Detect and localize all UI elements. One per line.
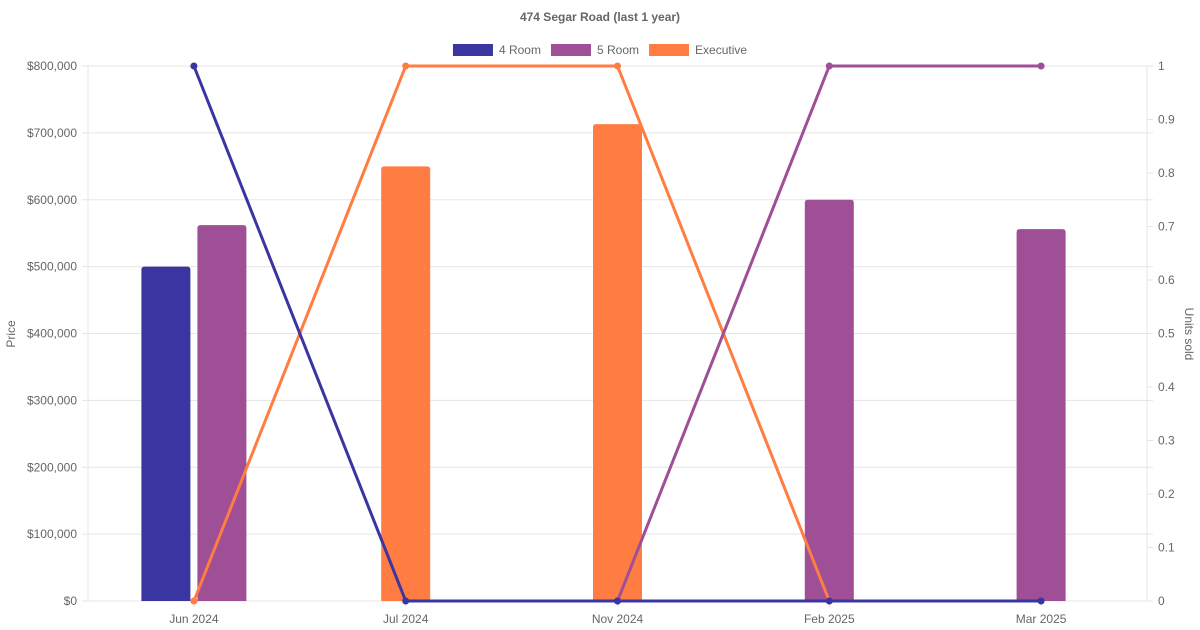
bar-executive[interactable] bbox=[593, 124, 642, 602]
x-tick-label: Mar 2025 bbox=[1016, 612, 1067, 626]
right-tick-label: 0.9 bbox=[1158, 113, 1175, 127]
right-y-axis: 0 0.1 0.2 0.3 0.4 0.5 0.6 0.7 0.8 0.9 1 bbox=[1147, 59, 1175, 608]
legend-swatch bbox=[649, 44, 690, 56]
left-tick-label: $600,000 bbox=[27, 193, 77, 207]
point-executive[interactable] bbox=[402, 62, 410, 70]
point-4-room[interactable] bbox=[1037, 597, 1045, 605]
point-4-room[interactable] bbox=[402, 597, 410, 605]
bars bbox=[141, 124, 1066, 602]
chart-title: 474 Segar Road (last 1 year) bbox=[520, 10, 680, 24]
left-tick-label: $100,000 bbox=[27, 527, 77, 541]
bar-5-room[interactable] bbox=[1016, 229, 1066, 602]
point-5-room[interactable] bbox=[825, 62, 833, 70]
x-tick-label: Feb 2025 bbox=[804, 612, 855, 626]
right-tick-label: 0.4 bbox=[1158, 380, 1175, 394]
point-executive[interactable] bbox=[614, 62, 621, 70]
point-4-room[interactable] bbox=[825, 597, 833, 605]
legend-label: Executive bbox=[695, 43, 747, 57]
legend: 4 Room 5 Room Executive bbox=[452, 43, 747, 57]
legend-label: 5 Room bbox=[597, 43, 639, 57]
right-tick-label: 1 bbox=[1158, 59, 1165, 73]
left-axis-title: Price bbox=[4, 320, 18, 348]
point-5-room[interactable] bbox=[1037, 62, 1045, 70]
right-tick-label: 0.5 bbox=[1158, 327, 1175, 341]
right-tick-label: 0.1 bbox=[1158, 541, 1175, 555]
x-tick-label: Jun 2024 bbox=[169, 612, 219, 626]
right-axis-title: Units sold bbox=[1182, 308, 1196, 361]
legend-swatch bbox=[452, 44, 493, 56]
legend-swatch bbox=[550, 44, 591, 56]
x-tick-label: Jul 2024 bbox=[383, 612, 429, 626]
left-tick-label: $800,000 bbox=[27, 59, 77, 73]
legend-item-4-room[interactable]: 4 Room bbox=[452, 43, 541, 57]
legend-label: 4 Room bbox=[499, 43, 541, 57]
right-tick-label: 0.8 bbox=[1158, 166, 1175, 180]
right-tick-label: 0.6 bbox=[1158, 273, 1175, 287]
bar-4-room[interactable] bbox=[141, 266, 191, 601]
right-tick-label: 0.7 bbox=[1158, 220, 1175, 234]
bar-5-room[interactable] bbox=[804, 199, 854, 601]
bar-executive[interactable] bbox=[381, 166, 431, 601]
x-axis: Jun 2024 Jul 2024 Nov 2024 Feb 2025 Mar 2025 bbox=[169, 601, 1067, 626]
lines bbox=[190, 62, 1045, 605]
point-4-room[interactable] bbox=[190, 62, 198, 70]
legend-item-5-room[interactable]: 5 Room bbox=[550, 43, 639, 57]
left-y-axis: $0 $100,000 $200,000 $300,000 $400,000 $500,0… bbox=[27, 59, 77, 608]
left-tick-label: $700,000 bbox=[27, 126, 77, 140]
left-tick-label: $400,000 bbox=[27, 327, 77, 341]
left-tick-label: $500,000 bbox=[27, 260, 77, 274]
right-tick-label: 0.3 bbox=[1158, 434, 1175, 448]
point-4-room[interactable] bbox=[614, 597, 621, 605]
left-tick-label: $300,000 bbox=[27, 393, 77, 407]
left-tick-label: $0 bbox=[64, 594, 78, 608]
point-executive[interactable] bbox=[190, 597, 198, 605]
x-tick-label: Nov 2024 bbox=[592, 612, 644, 626]
left-tick-label: $200,000 bbox=[27, 460, 77, 474]
right-tick-label: 0.2 bbox=[1158, 487, 1175, 501]
legend-item-executive[interactable]: Executive bbox=[649, 43, 747, 57]
bar-5-room[interactable] bbox=[197, 225, 247, 601]
right-tick-label: 0 bbox=[1158, 594, 1165, 608]
